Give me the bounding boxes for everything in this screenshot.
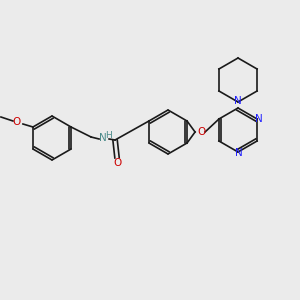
Text: O: O xyxy=(197,127,205,137)
Text: H: H xyxy=(105,130,111,140)
Text: N: N xyxy=(99,133,107,143)
Text: O: O xyxy=(113,158,121,168)
Text: N: N xyxy=(255,114,263,124)
Text: N: N xyxy=(234,96,242,106)
Text: O: O xyxy=(13,117,21,127)
Text: N: N xyxy=(235,148,243,158)
